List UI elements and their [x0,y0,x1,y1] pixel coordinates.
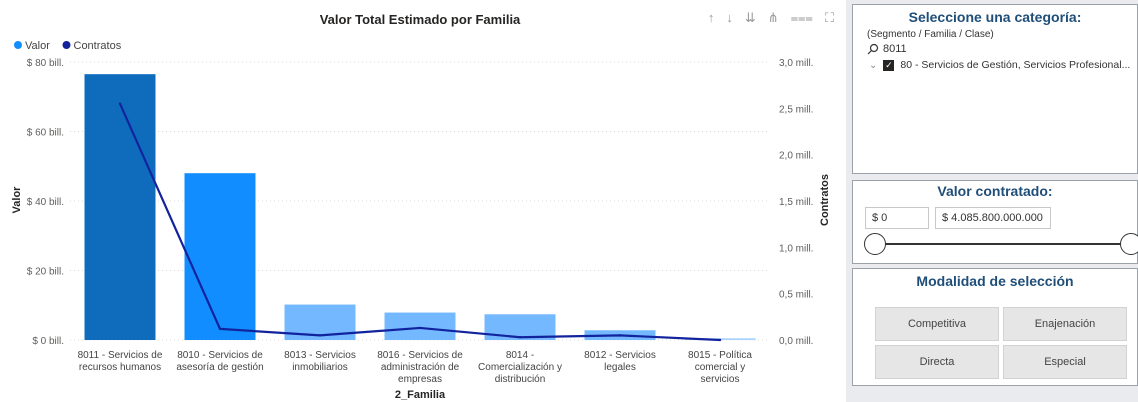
focus-mode-icon[interactable]: ⛶ [824,10,834,25]
expand-hierarchy-icon[interactable]: ⋔ [767,10,779,25]
y2-tick-label: 3,0 mill. [779,58,813,69]
y-tick-label: $ 40 bill. [27,197,64,208]
x-tick-label: 8013 - Servicios [284,350,356,361]
slider-min-handle[interactable] [864,233,886,255]
x-tick-label: 8016 - Servicios de [377,350,463,361]
range-slider[interactable] [864,233,1138,255]
arrow-down-icon[interactable]: ↓ [726,10,733,25]
y-tick-label: $ 60 bill. [27,128,64,139]
category-slicer-subtitle: (Segmento / Familia / Clase) [867,29,994,40]
x-tick-label: comercial y [695,362,746,373]
max-value-input[interactable]: $ 4.085.800.000.000 [935,207,1051,229]
search-input[interactable]: 8011 [883,43,907,55]
option-especial-button[interactable]: Especial [1003,345,1127,379]
bar-valor-0 [84,74,156,340]
x-tick-label: inmobiliarios [292,362,348,373]
bar-line-chart: Valor Total Estimado por Familia Valor Con… [11,12,831,401]
category-slicer: Seleccione una categoría: (Segmento / Fa… [852,4,1138,174]
x-tick-label: 8011 - Servicios de [78,350,163,361]
y-tick-label: $ 0 bill. [32,336,64,347]
double-arrow-down-icon[interactable]: ⇊ [744,10,756,25]
tree-item-label: 80 - Servicios de Gestión, Servicios Pro… [900,59,1131,71]
category-search[interactable]: 8011 [867,43,1137,55]
y2-axis-title: Contratos [819,174,831,226]
x-tick-label: empresas [398,374,442,385]
y2-tick-label: 2,0 mill. [779,151,813,162]
x-tick-label: recursos humanos [79,362,161,373]
y-axis-title: Valor [11,186,23,214]
option-enajenacion-button[interactable]: Enajenación [1003,307,1127,341]
y2-tick-label: 1,5 mill. [779,197,813,208]
min-value-input[interactable]: $ 0 [865,207,929,229]
y2-tick-label: 0,5 mill. [779,290,813,301]
option-competitiva-button[interactable]: Competitiva [875,307,999,341]
chevron-down-icon[interactable]: ⌄ [869,59,878,71]
y2-tick-label: 2,5 mill. [779,104,813,115]
x-tick-label: administración de [381,362,460,373]
chart-title: Valor Total Estimado por Familia [320,12,521,27]
slicers-panel: Seleccione una categoría: (Segmento / Fa… [846,0,1138,402]
bar-valor-3 [384,312,456,340]
point-contratos-3 [418,326,422,330]
y-tick-label: $ 20 bill. [27,267,64,278]
visual-toolbar: ↑ ↓ ⇊ ⋔ ⩶ ⛶ [708,10,834,26]
point-contratos-2 [318,334,322,337]
x-axis-title: 2_Familia [395,389,446,401]
filter-icon[interactable]: ⩶ [790,10,813,25]
x-tick-label: asesoría de gestión [176,362,263,373]
bar-valor-1 [184,173,256,340]
x-tick-label: legales [604,362,636,373]
legend-label-1: Contratos [74,40,122,52]
value-slicer: Valor contratado: $ 0 $ 4.085.800.000.00… [852,180,1138,264]
checkbox-checked-icon[interactable]: ✓ [883,59,895,71]
option-directa-button[interactable]: Directa [875,345,999,379]
value-slicer-title: Valor contratado: [937,183,1053,199]
search-icon [867,43,879,55]
y-tick-label: $ 80 bill. [27,58,64,69]
point-contratos-6 [718,338,722,342]
point-contratos-5 [618,334,622,337]
x-tick-label: Comercialización y [478,362,562,373]
legend-marker-1 [62,41,71,49]
x-tick-label: 8010 - Servicios de [177,350,263,361]
legend-label-0: Valor [25,40,50,52]
chart-panel: Valor Total Estimado por Familia Valor Con… [11,10,834,401]
tree-item[interactable]: ⌄ ✓ 80 - Servicios de Gestión, Servicios… [869,59,1137,71]
legend-marker-0 [14,41,22,49]
arrow-up-icon[interactable]: ↑ [707,10,715,25]
y2-tick-label: 1,0 mill. [779,243,813,254]
x-tick-label: 8015 - Política [688,350,752,361]
category-slicer-title: Seleccione una categoría: [908,9,1082,25]
y2-tick-label: 0,0 mill. [779,336,813,347]
modalidad-slicer: Modalidad de selección Competitiva Enaje… [852,268,1138,386]
modalidad-slicer-title: Modalidad de selección [916,273,1074,289]
slider-max-handle[interactable] [1120,233,1138,255]
point-contratos-1 [218,327,222,331]
point-contratos-0 [118,102,122,105]
point-contratos-4 [518,336,522,339]
x-tick-label: distribución [495,374,546,385]
x-tick-label: 8014 - [506,350,534,361]
x-tick-label: servicios [701,374,740,385]
x-tick-label: 8012 - Servicios [584,350,656,361]
